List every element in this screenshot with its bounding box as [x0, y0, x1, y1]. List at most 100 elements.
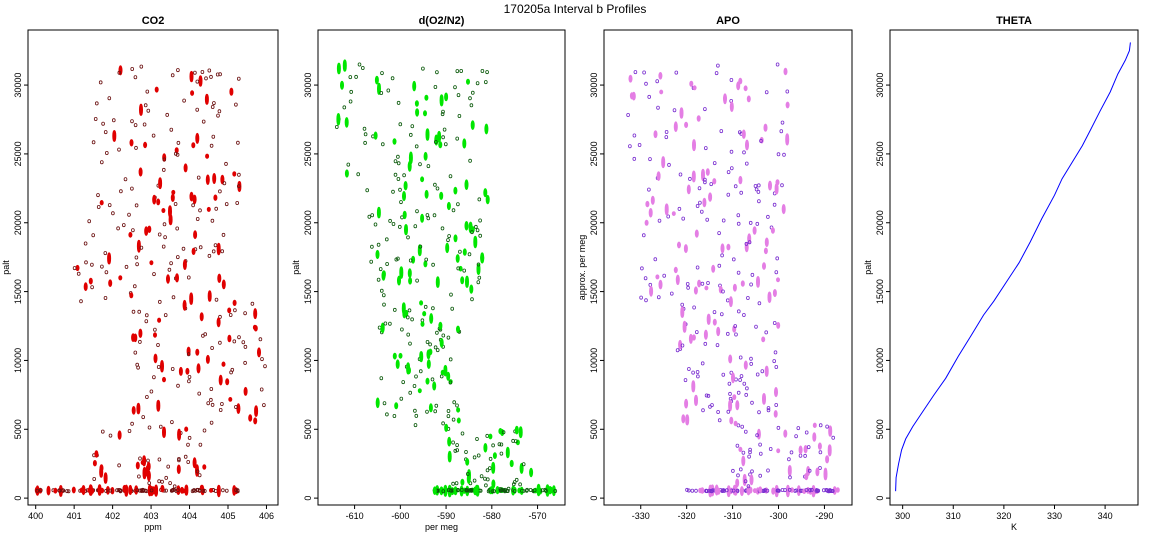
data-point [149, 260, 154, 266]
data-point [91, 140, 96, 145]
data-point [196, 175, 201, 180]
data-point [459, 487, 464, 492]
data-point [432, 486, 437, 496]
data-point [161, 376, 166, 383]
data-point [153, 353, 158, 364]
data-point [671, 211, 676, 217]
data-point [117, 147, 121, 152]
data-point [749, 356, 753, 361]
data-point [198, 208, 202, 213]
data-point [455, 443, 459, 448]
data-point [183, 163, 188, 173]
data-point [785, 89, 790, 94]
data-point [181, 488, 186, 494]
data-point [688, 176, 692, 181]
data-point [183, 454, 188, 459]
data-point [104, 488, 108, 493]
data-point [187, 435, 192, 440]
data-point [823, 467, 828, 481]
data-point [637, 142, 642, 147]
data-point [729, 166, 734, 171]
data-point [423, 151, 428, 161]
data-point [129, 292, 134, 299]
data-point [688, 333, 693, 344]
panel-title: THETA [996, 15, 1032, 27]
data-point [123, 177, 128, 182]
data-point [79, 299, 83, 304]
data-point [391, 189, 395, 194]
data-point [721, 488, 726, 493]
data-point [705, 217, 709, 222]
data-point [208, 487, 213, 493]
data-point [495, 485, 500, 495]
data-point [741, 450, 746, 455]
data-point [400, 327, 404, 332]
data-point [755, 221, 760, 226]
data-point [229, 87, 234, 96]
data-point [648, 208, 653, 218]
data-point [342, 105, 347, 110]
data-point [656, 105, 660, 110]
data-point [748, 450, 752, 455]
data-point [152, 194, 157, 205]
data-point [759, 138, 763, 143]
data-point [711, 264, 716, 273]
panel-theta: THETA 300 310 320 330 340 0 5000 10000 15000 20000… [863, 15, 1139, 532]
data-point [779, 129, 784, 134]
data-point [443, 484, 448, 497]
data-point [232, 485, 237, 496]
data-point [756, 189, 761, 194]
data-point [182, 98, 186, 103]
data-point [528, 487, 533, 492]
data-point [729, 149, 734, 154]
data-point [775, 256, 779, 261]
data-point [726, 170, 731, 175]
data-point [182, 299, 187, 311]
data-point [470, 120, 475, 130]
data-point [203, 488, 207, 493]
data-point [744, 241, 749, 246]
data-point [476, 280, 481, 285]
x-tick-label: -610 [346, 511, 364, 521]
data-point [209, 420, 214, 425]
data-point [785, 133, 790, 146]
data-point [381, 293, 386, 298]
data-point [234, 102, 238, 107]
data-point [695, 369, 700, 374]
data-point [729, 101, 734, 112]
data-layer [895, 42, 1131, 492]
data-point [446, 201, 451, 211]
data-point [65, 489, 69, 494]
data-point [812, 422, 817, 428]
data-point [199, 484, 204, 490]
data-point [719, 312, 724, 317]
data-point [237, 172, 241, 177]
data-point [225, 378, 230, 386]
data-point [714, 71, 719, 76]
data-point [747, 454, 751, 459]
data-point [681, 216, 685, 221]
data-point [168, 481, 172, 486]
data-point [679, 107, 684, 119]
data-point [653, 130, 658, 139]
data-point [628, 144, 632, 149]
data-layer [334, 59, 558, 498]
data-point [818, 465, 822, 470]
data-point [250, 301, 255, 306]
data-point [747, 240, 752, 245]
data-point [691, 170, 696, 183]
data-point [419, 300, 424, 306]
data-point [553, 488, 558, 493]
data-point [780, 183, 784, 188]
data-point [141, 488, 146, 493]
data-point [379, 376, 384, 381]
data-point [346, 162, 351, 167]
data-point [108, 279, 113, 288]
data-point [742, 312, 746, 317]
data-point [771, 487, 776, 495]
data-point [210, 218, 215, 223]
data-point [736, 473, 740, 478]
x-tick-label: 400 [28, 511, 43, 521]
data-point [146, 108, 151, 113]
data-point [794, 434, 798, 439]
